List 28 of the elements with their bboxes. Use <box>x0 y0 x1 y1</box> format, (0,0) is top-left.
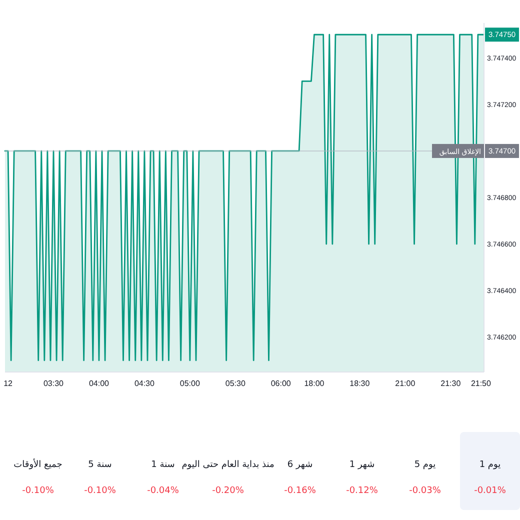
x-tick-label: 21:50 <box>470 379 492 388</box>
category-label: 1 يوم <box>479 460 502 470</box>
text: -0.10% <box>84 486 116 496</box>
category-label: 6 شهر <box>287 460 313 470</box>
text: -0.03% <box>409 486 441 496</box>
category-label: 5 سنة <box>88 460 112 470</box>
x-tick-label: 03:30 <box>43 379 64 388</box>
x-tick-label: 18:30 <box>350 379 370 388</box>
x-tick-label: 04:00 <box>88 379 110 388</box>
category-label: منذ بداية العام حتى اليوم <box>182 460 274 470</box>
text: -0.16% <box>284 486 316 496</box>
x-tick-label: 04:30 <box>134 379 156 388</box>
text: -0.01% <box>474 486 506 496</box>
x-tick-label: 05:00 <box>180 379 200 388</box>
text: -0.20% <box>212 486 244 496</box>
x-tick-label: 05:30 <box>225 379 246 388</box>
category-label: 1 شهر <box>349 460 375 470</box>
text: -0.12% <box>346 486 378 496</box>
x-tick-label: 18:00 <box>304 379 325 388</box>
x-tick-label: 21:00 <box>395 379 416 388</box>
x-tick-label: 06:00 <box>270 379 292 388</box>
x-tick-label: 21:30 <box>440 379 462 388</box>
category-label: جميع الأوقات <box>14 458 62 470</box>
text: -0.10% <box>22 486 54 496</box>
category-label: 1 سنة <box>151 460 175 470</box>
category-label: 5 يوم <box>414 460 436 470</box>
x-tick-label: 12 <box>4 379 14 388</box>
text: -0.04% <box>147 486 179 496</box>
